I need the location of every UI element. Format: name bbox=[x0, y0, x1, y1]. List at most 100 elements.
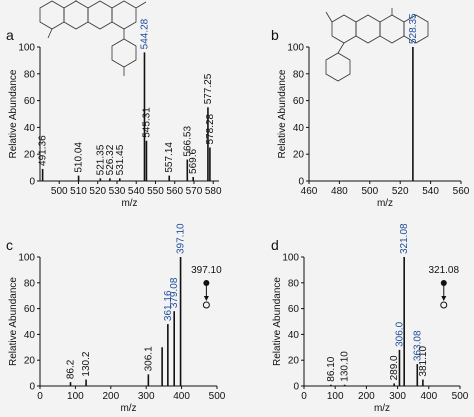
panel-c: c 0 20 40 60 80 100 0 100 200 300 400 500 m/z Relative… bbox=[6, 223, 226, 414]
panel-letter: c bbox=[6, 237, 13, 253]
x-tick-label: 510 bbox=[70, 186, 87, 197]
peak-label: 544.28 bbox=[139, 18, 150, 49]
x-tick-label: 560 bbox=[453, 186, 470, 197]
structure-b bbox=[325, 8, 429, 82]
peak-label: 569.6 bbox=[188, 149, 199, 174]
x-tick-label: 560 bbox=[166, 186, 183, 197]
x-tick-label: 0 bbox=[37, 391, 43, 402]
y-tick-label: 80 bbox=[24, 69, 36, 80]
y-tick-label: 100 bbox=[18, 43, 35, 54]
structure-a bbox=[39, 0, 147, 76]
peak-label: 381.10 bbox=[418, 346, 429, 377]
y-tick-label: 80 bbox=[293, 69, 305, 80]
x-tick-label: 100 bbox=[67, 391, 84, 402]
y-tick-label: 0 bbox=[29, 382, 35, 393]
x-tick-label: 300 bbox=[138, 391, 155, 402]
x-tick-label: 300 bbox=[389, 391, 406, 402]
y-tick-label: 60 bbox=[288, 304, 300, 315]
x-axis-label: m/z bbox=[120, 403, 136, 414]
x-tick-label: 500 bbox=[51, 186, 68, 197]
precursor-open-dot bbox=[202, 301, 210, 309]
peak-label: 306.1 bbox=[143, 346, 154, 371]
precursor-arrow-head bbox=[441, 296, 447, 301]
peak-label: 510.04 bbox=[74, 142, 85, 173]
y-tick-label: 20 bbox=[288, 356, 300, 367]
y-tick-label: 100 bbox=[282, 253, 299, 264]
y-tick-label: 0 bbox=[29, 177, 35, 188]
x-tick-label: 0 bbox=[301, 391, 307, 402]
y-tick-label: 80 bbox=[288, 278, 300, 289]
x-tick-label: 540 bbox=[422, 186, 439, 197]
peak-label: 130.2 bbox=[81, 351, 92, 376]
y-tick-label: 40 bbox=[293, 123, 305, 134]
precursor-filled-dot bbox=[203, 280, 210, 286]
y-tick-label: 0 bbox=[293, 382, 299, 393]
y-axis-label: Relative Abundance bbox=[8, 277, 19, 366]
peak-label: 491.36 bbox=[38, 135, 49, 166]
peak-label: 545.31 bbox=[141, 107, 152, 138]
x-tick-label: 500 bbox=[452, 391, 469, 402]
precursor-label: 321.08 bbox=[428, 265, 459, 276]
y-tick-label: 0 bbox=[298, 177, 304, 188]
precursor-open-dot bbox=[440, 301, 448, 309]
peak-label: 86.2 bbox=[66, 359, 77, 379]
peak-label: 557.14 bbox=[164, 142, 175, 173]
y-axis-label: Relative Abundance bbox=[272, 277, 283, 366]
x-axis-label: m/z bbox=[374, 403, 390, 414]
peak-label: 528.35 bbox=[408, 13, 419, 44]
x-tick-label: 200 bbox=[102, 391, 119, 402]
panel-b: b 0 20 40 60 80 100 460 480 500 520 540 560 m/z Relati… bbox=[271, 13, 470, 209]
y-tick-label: 40 bbox=[288, 330, 300, 341]
x-tick-label: 570 bbox=[186, 186, 203, 197]
panel-letter: a bbox=[6, 27, 14, 43]
precursor-arrow-head bbox=[203, 296, 209, 301]
x-tick-label: 530 bbox=[109, 186, 126, 197]
peak-label: 130.10 bbox=[340, 351, 351, 382]
x-tick-label: 400 bbox=[420, 391, 437, 402]
x-tick-label: 100 bbox=[327, 391, 344, 402]
x-tick-label: 520 bbox=[392, 186, 409, 197]
peak-label: 379.08 bbox=[169, 277, 180, 308]
y-tick-label: 20 bbox=[293, 150, 305, 161]
x-tick-label: 580 bbox=[205, 186, 222, 197]
peak-label: 363.08 bbox=[412, 330, 423, 361]
peak-label: 321.08 bbox=[399, 223, 410, 254]
x-tick-label: 460 bbox=[301, 186, 318, 197]
y-tick-label: 20 bbox=[24, 356, 36, 367]
precursor-filled-dot bbox=[440, 280, 447, 286]
x-tick-label: 500 bbox=[361, 186, 378, 197]
peak-label: 578.28 bbox=[205, 113, 216, 144]
y-tick-label: 100 bbox=[287, 43, 304, 54]
y-tick-label: 60 bbox=[24, 304, 36, 315]
y-axis-label: Relative Abundance bbox=[277, 69, 288, 158]
peak-label: 86.10 bbox=[326, 356, 337, 381]
x-axis-label: m/z bbox=[377, 198, 393, 209]
x-tick-label: 500 bbox=[209, 391, 226, 402]
peak-label: 526.32 bbox=[105, 144, 116, 175]
peak-label: 566.53 bbox=[182, 126, 193, 157]
peak-label: 289.0 bbox=[389, 355, 400, 380]
y-tick-label: 20 bbox=[24, 150, 36, 161]
peak-label: 577.25 bbox=[203, 73, 214, 104]
peak-label: 521.35 bbox=[95, 144, 106, 175]
x-tick-label: 400 bbox=[173, 391, 190, 402]
y-tick-label: 60 bbox=[24, 96, 36, 107]
y-axis-label: Relative Abundance bbox=[8, 69, 19, 158]
precursor-label: 397.10 bbox=[191, 265, 222, 276]
y-tick-label: 80 bbox=[24, 278, 36, 289]
panel-letter: d bbox=[271, 237, 279, 253]
x-tick-label: 200 bbox=[358, 391, 375, 402]
peak-label: 531.45 bbox=[115, 144, 126, 175]
y-tick-label: 100 bbox=[18, 253, 35, 264]
y-tick-label: 40 bbox=[24, 330, 36, 341]
panel-letter: b bbox=[271, 27, 279, 43]
x-tick-label: 550 bbox=[147, 186, 164, 197]
x-tick-label: 480 bbox=[331, 186, 348, 197]
y-tick-label: 60 bbox=[293, 96, 305, 107]
panel-d: d 0 20 40 60 80 100 0 100 200 300 400 500 m/z Relative… bbox=[271, 223, 469, 414]
peak-label: 361.16 bbox=[163, 290, 174, 321]
x-tick-label: 520 bbox=[89, 186, 106, 197]
x-tick-label: 540 bbox=[128, 186, 145, 197]
peak-label: 397.10 bbox=[176, 223, 187, 254]
